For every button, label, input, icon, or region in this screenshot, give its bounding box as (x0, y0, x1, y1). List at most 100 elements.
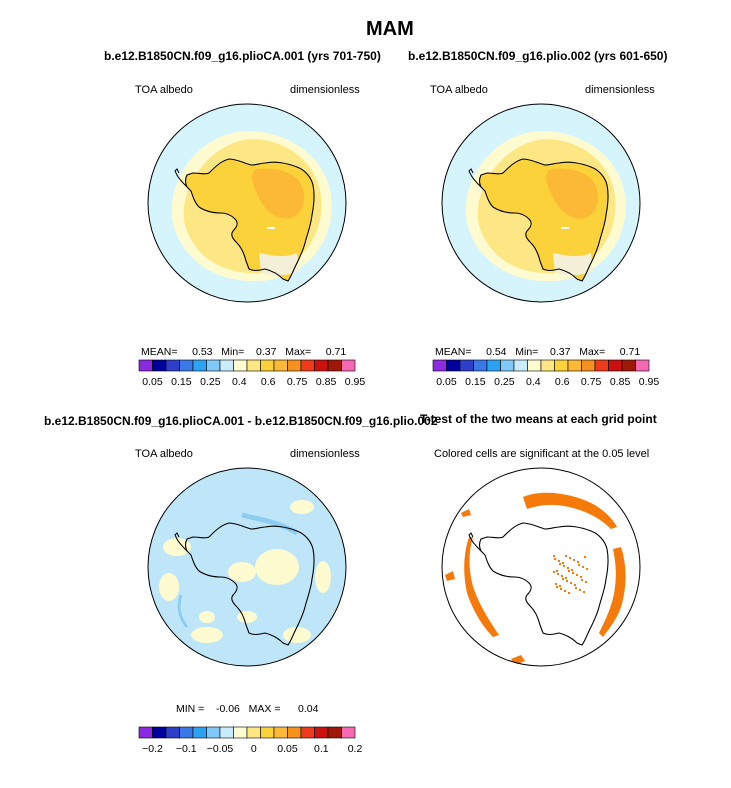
colorbar-swatch (608, 359, 623, 372)
panel3-variable-label: TOA albedo (135, 448, 193, 460)
antarctica-coastline (184, 158, 315, 282)
significant-cell (559, 585, 561, 587)
map-content (148, 468, 346, 666)
panel2-colorbar: 0.05 0.15 0.25 0.4 0.6 0.75 0.85 0.95 (432, 359, 659, 388)
significant-cell (553, 571, 555, 573)
map-content (442, 104, 640, 302)
antarctica-coastline (478, 522, 609, 646)
colorbar-swatch (500, 359, 515, 372)
colorbar-swatch (192, 359, 207, 372)
significant-cell (557, 573, 559, 575)
panel1-units-label: dimensionless (290, 84, 360, 96)
colorbar-swatch (554, 359, 569, 372)
colorbar-swatch (246, 359, 261, 372)
significant-cell (568, 570, 570, 572)
colorbar-swatch (341, 726, 356, 739)
negative-anomaly-streak (177, 594, 189, 628)
significant-cell (584, 556, 586, 558)
map-boundary-circle (147, 103, 347, 303)
colorbar-swatch (138, 726, 153, 739)
panel2-max-label: Max= (579, 346, 606, 358)
peninsula-coastline (468, 532, 482, 552)
positive-anomaly-blob (315, 561, 331, 593)
colorbar-tick-label: 0.75 (287, 376, 308, 388)
ice-shelf-white-mark (561, 227, 569, 229)
panel1-colorbar: 0.05 0.15 0.25 0.4 0.6 0.75 0.85 0.95 (138, 359, 365, 388)
colorbar-swatch (287, 359, 302, 372)
colorbar-tick-label: 0.05 (142, 376, 163, 388)
significant-cell (586, 568, 588, 570)
colorbar-tick-label: −0.05 (207, 743, 234, 755)
peninsula-coastline (468, 168, 482, 188)
panel2-max-value: 0.71 (619, 346, 641, 358)
colorbar-swatch (314, 359, 329, 372)
significant-cell (567, 567, 569, 569)
significant-cell (568, 592, 570, 594)
figure-title: MAM (366, 18, 414, 40)
colorbar-swatch (152, 726, 167, 739)
antarctica-coastline (478, 158, 609, 282)
significant-cell (559, 563, 561, 565)
positive-anomaly-blob (255, 549, 299, 585)
map-boundary-circle (441, 467, 641, 667)
colorbar-tick-label: 0.2 (348, 743, 363, 755)
colorbar-tick-label: 0.1 (314, 743, 329, 755)
colorbar-tick-label: 0.15 (465, 376, 486, 388)
panel2-mean-label: MEAN= (435, 346, 472, 358)
panel3-max-value: 0.04 (298, 703, 319, 715)
colorbar-swatch (300, 726, 315, 739)
significant-cell (569, 557, 571, 559)
colorbar-swatch (300, 359, 315, 372)
colorbar-tick-label: 0.85 (610, 376, 631, 388)
panel2-min-label: Min= (515, 346, 539, 358)
significant-cell (564, 590, 566, 592)
positive-anomaly-blob (290, 500, 314, 514)
map-content (442, 468, 640, 666)
significant-region (461, 509, 471, 517)
positive-anomaly-blob (283, 627, 311, 643)
colorbar-tick-label: 0.6 (555, 376, 570, 388)
colorbar-swatch (527, 359, 542, 372)
colorbar-swatch (179, 359, 194, 372)
colorbar-swatch (513, 359, 528, 372)
colorbar-tick-label: 0.05 (436, 376, 457, 388)
positive-anomaly-blob (228, 562, 256, 582)
colorbar-swatch (446, 359, 461, 372)
colorbar-swatch (192, 726, 207, 739)
colorbar-swatch (233, 726, 248, 739)
panel2-units-label: dimensionless (585, 84, 655, 96)
significant-region (464, 537, 499, 637)
colorbar-swatch (581, 359, 596, 372)
panel1-map (147, 103, 347, 303)
significant-cell (575, 587, 577, 589)
colorbar-swatch (165, 359, 180, 372)
panel3-colorbar: −0.2 −0.1 −0.05 0 0.05 0.1 0.2 (138, 726, 362, 755)
high-albedo-plateau (546, 168, 599, 219)
map-content (148, 104, 346, 302)
significant-cell (560, 588, 562, 590)
high-albedo-plateau (252, 168, 305, 219)
significant-cell (563, 565, 565, 567)
colorbar-tick-label: 0.4 (526, 376, 541, 388)
significant-cell (580, 576, 582, 578)
significant-cell (565, 555, 567, 557)
positive-anomaly-blob (237, 611, 257, 623)
colorbar-swatch (287, 726, 302, 739)
colorbar-tick-label: −0.1 (176, 743, 197, 755)
significant-cell (572, 572, 574, 574)
positive-anomaly-blob (191, 627, 223, 643)
significant-cell (585, 581, 587, 583)
panel3-title: b.e12.B1850CN.f09_g16.plioCA.001 - b.e12… (44, 414, 438, 428)
colorbar-tick-label: 0.95 (639, 376, 660, 388)
colorbar-swatch (165, 726, 180, 739)
colorbar-swatch (206, 359, 221, 372)
panel1-min-value: 0.37 (256, 346, 277, 358)
panel2-mean-value: 0.54 (486, 346, 507, 358)
colorbar-tick-label: 0.25 (494, 376, 515, 388)
panel2-title: b.e12.B1850CN.f09_g16.plio.002 (yrs 601-… (408, 49, 668, 63)
peninsula-coastline (174, 168, 188, 188)
positive-anomaly-blob (199, 611, 215, 623)
colorbar-swatch (473, 359, 488, 372)
white-background (442, 468, 640, 666)
significant-cell (553, 555, 555, 557)
